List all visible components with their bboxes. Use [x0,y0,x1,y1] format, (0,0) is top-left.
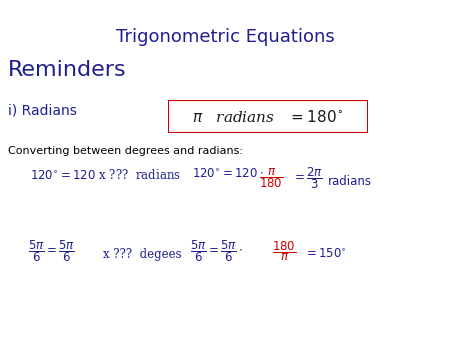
Text: $120^{\circ}=120$ x ???  radians: $120^{\circ}=120$ x ??? radians [30,168,181,182]
Text: Trigonometric Equations: Trigonometric Equations [116,28,334,46]
Text: radians: radians [328,175,372,188]
Text: $=150^{\circ}$: $=150^{\circ}$ [304,248,347,261]
Text: x ???  degees: x ??? degees [103,248,182,261]
Text: $=\dfrac{2\pi}{3}$: $=\dfrac{2\pi}{3}$ [292,165,323,191]
Text: i) Radians: i) Radians [8,103,77,117]
Text: Reminders: Reminders [8,60,126,80]
Text: $\dfrac{5\pi}{6}=\dfrac{5\pi}{6}$: $\dfrac{5\pi}{6}=\dfrac{5\pi}{6}$ [28,238,75,264]
Text: Converting between degrees and radians:: Converting between degrees and radians: [8,146,243,156]
Text: $\dfrac{\pi}{180}$: $\dfrac{\pi}{180}$ [259,166,283,190]
Text: $\dfrac{180}{\pi}$: $\dfrac{180}{\pi}$ [272,239,296,263]
Text: $\pi$   radians   $=180^{\circ}$: $\pi$ radians $=180^{\circ}$ [193,108,343,124]
Text: $\dfrac{5\pi}{6}=\dfrac{5\pi}{6}\cdot$: $\dfrac{5\pi}{6}=\dfrac{5\pi}{6}\cdot$ [190,238,243,264]
Text: $120^{\circ}=120\cdot$: $120^{\circ}=120\cdot$ [192,168,264,181]
